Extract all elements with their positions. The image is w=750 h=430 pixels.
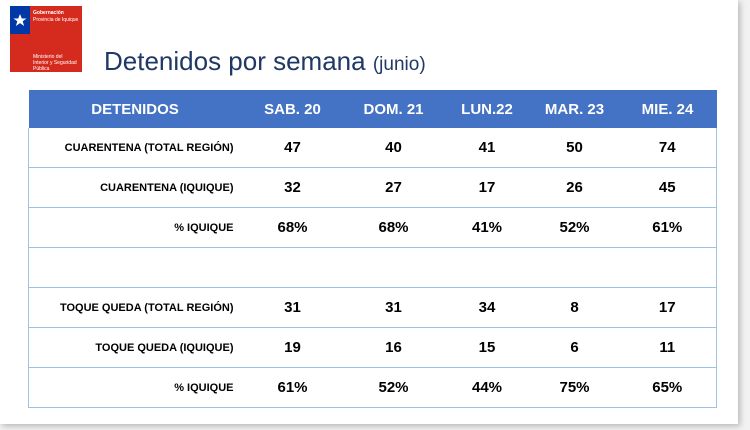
cell: 52% <box>530 207 619 248</box>
table-row: % IQUIQUE 61% 52% 44% 75% 65% <box>28 367 717 408</box>
row-label: % IQUIQUE <box>28 207 242 248</box>
table: DETENIDOS SAB. 20 DOM. 21 LUN.22 MAR. 23 MIE.… <box>28 90 717 408</box>
row-label: TOQUE QUEDA (TOTAL REGIÓN) <box>28 287 242 328</box>
row-label: TOQUE QUEDA (IQUIQUE) <box>28 327 242 368</box>
cell: 52% <box>343 367 444 408</box>
cell: 40 <box>343 128 444 168</box>
cell: 8 <box>530 287 619 328</box>
title-text: Detenidos por semana <box>104 46 366 76</box>
cell: 61% <box>618 207 717 248</box>
header-row: DETENIDOS SAB. 20 DOM. 21 LUN.22 MAR. 23 MIE.… <box>28 90 717 128</box>
cell: 6 <box>530 327 619 368</box>
cell: 74 <box>618 128 717 168</box>
cell: 41% <box>443 207 531 248</box>
logo: Gobernación Provincia de Iquique Ministe… <box>10 6 82 72</box>
cell: 45 <box>618 167 717 208</box>
title: Detenidos por semana (junio) <box>104 46 426 77</box>
logo-text: Ministerio del Interior y Seguridad Públ… <box>33 54 77 72</box>
row-label: % IQUIQUE <box>28 367 242 408</box>
subtitle: (junio) <box>372 54 426 75</box>
table-row: CUARENTENA (IQUIQUE) 32 27 17 26 45 <box>28 167 717 208</box>
cell: 31 <box>241 287 344 328</box>
cell: 41 <box>443 128 531 168</box>
cell: 65% <box>618 367 717 408</box>
empty-cell <box>241 247 344 288</box>
cell: 75% <box>530 367 619 408</box>
cell: 26 <box>530 167 619 208</box>
logo-text: Gobernación <box>33 10 64 16</box>
empty-cell <box>343 247 444 288</box>
cell: 47 <box>241 128 344 168</box>
row-label: CUARENTENA (TOTAL REGIÓN) <box>28 128 242 168</box>
table-body: CUARENTENA (TOTAL REGIÓN) 47 40 41 50 74 CUARE… <box>28 128 717 408</box>
table-row: TOQUE QUEDA (TOTAL REGIÓN) 31 31 34 8 17 <box>28 287 717 328</box>
slide: Gobernación Provincia de Iquique Ministe… <box>0 0 738 424</box>
cell: 34 <box>443 287 531 328</box>
cell: 50 <box>530 128 619 168</box>
cell: 17 <box>443 167 531 208</box>
logo-flag <box>10 6 30 34</box>
column-header: DETENIDOS <box>28 90 242 128</box>
cell: 15 <box>443 327 531 368</box>
logo-text: Provincia de Iquique <box>33 17 79 23</box>
cell: 32 <box>241 167 344 208</box>
column-header: MIE. 24 <box>618 90 717 128</box>
table-row: TOQUE QUEDA (IQUIQUE) 19 16 15 6 11 <box>28 327 717 368</box>
column-header: LUN.22 <box>443 90 531 128</box>
column-header: MAR. 23 <box>530 90 619 128</box>
spacer-row <box>28 247 717 288</box>
row-label: CUARENTENA (IQUIQUE) <box>28 167 242 208</box>
column-header: DOM. 21 <box>343 90 444 128</box>
cell: 68% <box>241 207 344 248</box>
table-row: % IQUIQUE 68% 68% 41% 52% 61% <box>28 207 717 248</box>
column-header: SAB. 20 <box>241 90 344 128</box>
cell: 31 <box>343 287 444 328</box>
cell: 61% <box>241 367 344 408</box>
empty-cell <box>618 247 717 288</box>
empty-cell <box>530 247 619 288</box>
cell: 16 <box>343 327 444 368</box>
cell: 27 <box>343 167 444 208</box>
logo-star <box>13 14 27 26</box>
empty-cell <box>443 247 531 288</box>
cell: 44% <box>443 367 531 408</box>
table-row: CUARENTENA (TOTAL REGIÓN) 47 40 41 50 74 <box>28 128 717 168</box>
empty-cell <box>28 247 242 288</box>
cell: 68% <box>343 207 444 248</box>
cell: 19 <box>241 327 344 368</box>
cell: 17 <box>618 287 717 328</box>
cell: 11 <box>618 327 717 368</box>
